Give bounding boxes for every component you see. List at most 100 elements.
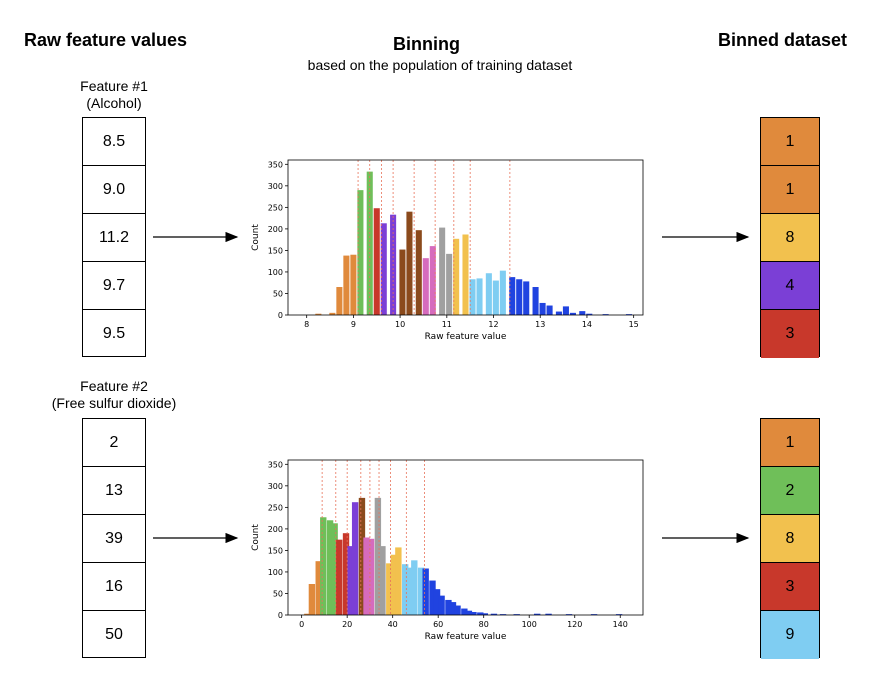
value-cell: 11.2 — [83, 214, 145, 262]
feature-2-values: 2 13 39 16 50 — [82, 418, 146, 658]
histogram-bar — [429, 246, 436, 315]
x-tick-label: 12 — [488, 320, 498, 329]
histogram-bar — [565, 614, 573, 615]
histogram-bar — [602, 314, 609, 315]
histogram-bar — [485, 273, 492, 315]
histogram-bar — [439, 227, 446, 315]
histogram-bar — [399, 249, 406, 315]
histogram-bar — [336, 539, 343, 615]
histogram-bar — [320, 517, 327, 615]
bin-cell: 1 — [761, 419, 819, 467]
x-tick-label: 120 — [567, 620, 582, 629]
histogram-bar — [579, 311, 586, 315]
histogram-bar — [363, 537, 370, 615]
y-tick-label: 250 — [268, 503, 283, 512]
feature-2-histogram: 0 20 40 60 80 100 120 140 0 50 100 150 200 250 300 350 R… — [251, 459, 644, 642]
histogram-bar — [326, 520, 334, 615]
histogram-bar — [406, 567, 413, 615]
bin-cell: 8 — [761, 214, 819, 262]
histogram-bar — [386, 563, 393, 615]
value-cell: 2 — [83, 419, 145, 467]
binning-header: Binning — [393, 34, 460, 54]
histogram-bar — [433, 589, 441, 615]
histogram-bar — [454, 605, 461, 615]
y-tick-label: 200 — [268, 525, 283, 534]
histogram-bar — [315, 561, 322, 615]
y-axis-label: Count — [251, 524, 261, 551]
histogram-bar — [513, 614, 520, 615]
y-tick-label: 100 — [268, 568, 283, 577]
histogram-bar — [490, 613, 498, 615]
histogram-bar — [415, 230, 422, 315]
histogram-bar — [342, 533, 350, 615]
histogram-bar — [343, 255, 350, 315]
y-tick-label: 50 — [273, 289, 283, 298]
feature-1-desc: (Alcohol) — [86, 95, 142, 111]
x-tick-label: 0 — [299, 620, 304, 629]
histogram-bar — [304, 613, 311, 615]
raw-values-header: Raw feature values — [24, 30, 188, 50]
plot-frame — [287, 159, 644, 316]
value-cell: 39 — [83, 515, 145, 563]
feature-1-values: 8.5 9.0 11.2 9.7 9.5 — [82, 117, 146, 357]
bin-cell: 2 — [761, 467, 819, 515]
histogram-bar — [509, 277, 516, 315]
x-tick-label: 140 — [613, 620, 628, 629]
feature-1-label: Feature #1 (Alcohol) — [60, 78, 168, 112]
histogram-bar — [367, 538, 375, 615]
histogram-bar — [476, 278, 483, 315]
histogram-bar — [590, 614, 598, 615]
histogram-bar — [470, 611, 477, 615]
bin-cell: 4 — [761, 262, 819, 310]
histogram-bar — [569, 312, 576, 315]
value-cell: 9.5 — [102, 325, 126, 342]
bin-cell: 8 — [761, 515, 819, 563]
histogram-bar — [492, 280, 499, 315]
value-cell: 50 — [105, 626, 123, 643]
histogram-bar — [499, 270, 506, 315]
x-tick-label: 8 — [304, 320, 309, 329]
y-tick-label: 350 — [268, 460, 283, 469]
feature-1-binned: 1 1 8 4 3 — [760, 117, 820, 358]
histogram-bar — [462, 234, 469, 315]
y-tick-label: 300 — [268, 482, 283, 491]
histogram-bar — [350, 254, 357, 315]
histogram-bar — [422, 258, 429, 315]
x-tick-label: 9 — [351, 320, 356, 329]
plot-frame — [287, 459, 644, 616]
histogram-bar — [347, 546, 354, 615]
histogram-bar — [380, 223, 387, 315]
x-tick-label: 14 — [582, 320, 592, 329]
histogram-bar — [461, 608, 468, 615]
x-tick-label: 11 — [442, 320, 452, 329]
binned-dataset-header: Binned dataset — [718, 30, 848, 50]
histogram-bar — [465, 610, 473, 615]
x-tick-label: 60 — [433, 620, 443, 629]
y-tick-label: 50 — [273, 589, 283, 598]
histogram-bar — [532, 287, 539, 315]
x-axis-label: Raw feature value — [425, 332, 507, 342]
histogram-bar — [469, 279, 476, 315]
bin-cell: 3 — [761, 563, 819, 611]
bin-cell: 1 — [761, 118, 819, 166]
histogram-bar — [329, 312, 336, 315]
feature-2-binned: 1 2 8 3 9 — [760, 418, 820, 659]
histogram-bar — [351, 502, 359, 615]
x-tick-label: 100 — [522, 620, 537, 629]
histogram-bar — [449, 602, 457, 615]
histogram-bar — [533, 613, 541, 615]
histogram-bar — [358, 497, 366, 615]
histogram-bar — [395, 547, 402, 615]
histogram-bar — [545, 613, 552, 615]
histogram-bar — [539, 302, 546, 315]
x-tick-label: 15 — [629, 320, 639, 329]
histogram-bar — [453, 238, 460, 315]
histogram-bar — [562, 306, 569, 315]
y-tick-label: 350 — [268, 160, 283, 169]
value-cell: 13 — [83, 467, 145, 515]
histogram-bar — [366, 171, 373, 315]
histogram-bar — [477, 612, 484, 615]
histogram-bar — [390, 554, 398, 615]
x-tick-label: 20 — [342, 620, 352, 629]
histogram-bar — [615, 614, 623, 615]
